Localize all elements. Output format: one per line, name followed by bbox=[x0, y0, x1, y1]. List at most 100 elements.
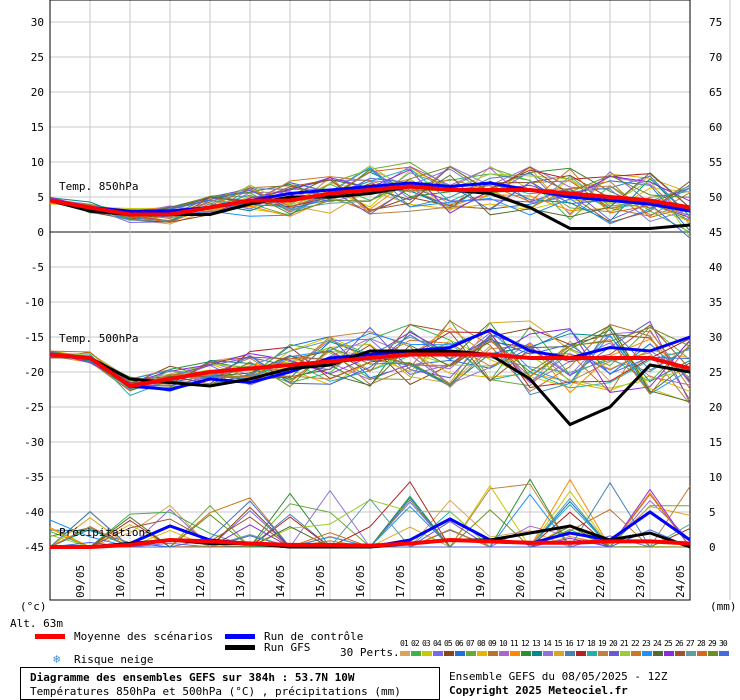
member-swatch bbox=[697, 651, 707, 656]
series-t850-line bbox=[49, 184, 691, 217]
member-swatch bbox=[642, 651, 652, 656]
member-t850-line bbox=[49, 178, 691, 223]
left-unit-label: (°c) bbox=[20, 600, 47, 613]
series-t850-line bbox=[49, 181, 691, 213]
right-tick-label: 70 bbox=[709, 51, 722, 64]
member-swatch bbox=[466, 651, 476, 656]
member-t850-line bbox=[49, 167, 691, 225]
member-number: 29 bbox=[708, 639, 717, 648]
member-number: 14 bbox=[543, 639, 552, 648]
left-tick-label: -30 bbox=[24, 436, 44, 449]
member-precip-line bbox=[50, 480, 690, 548]
member-number: 10 bbox=[499, 639, 508, 648]
member-number: 04 bbox=[433, 639, 442, 648]
right-tick-label: 75 bbox=[709, 16, 722, 29]
t500-annotation: Temp. 500hPa bbox=[59, 332, 138, 345]
left-tick-label: 20 bbox=[31, 86, 44, 99]
series-t500-line bbox=[49, 328, 691, 392]
member-number: 09 bbox=[488, 639, 497, 648]
right-tick-label: 50 bbox=[709, 191, 722, 204]
member-swatch bbox=[609, 651, 619, 656]
member-number: 01 bbox=[400, 639, 409, 648]
x-tick-label: 13/05 bbox=[234, 565, 247, 598]
member-t500-line bbox=[49, 331, 691, 405]
member-number: 06 bbox=[455, 639, 464, 648]
member-number: 21 bbox=[620, 639, 629, 648]
member-number: 19 bbox=[598, 639, 607, 648]
perts-label: 30 Perts. bbox=[340, 646, 400, 659]
left-tick-label: -45 bbox=[24, 541, 44, 554]
x-tick-label: 12/05 bbox=[194, 565, 207, 598]
member-swatch bbox=[510, 651, 520, 656]
member-swatch bbox=[543, 651, 553, 656]
precip-annotation: Précipitations bbox=[59, 526, 152, 539]
member-swatch bbox=[565, 651, 575, 656]
member-swatch bbox=[675, 651, 685, 656]
member-swatch bbox=[400, 651, 410, 656]
member-number: 20 bbox=[609, 639, 618, 648]
member-number: 22 bbox=[631, 639, 640, 648]
member-number: 05 bbox=[444, 639, 453, 648]
member-swatch bbox=[488, 651, 498, 656]
right-tick-label: 30 bbox=[709, 331, 722, 344]
member-t850-line bbox=[49, 166, 691, 224]
member-swatch bbox=[576, 651, 586, 656]
right-tick-label: 60 bbox=[709, 121, 722, 134]
right-unit-label: (mm) bbox=[710, 600, 737, 613]
member-swatch bbox=[620, 651, 630, 656]
snowflake-icon: ❄ bbox=[53, 652, 61, 666]
member-swatch bbox=[532, 651, 542, 656]
member-number: 28 bbox=[697, 639, 706, 648]
left-tick-label: 25 bbox=[31, 51, 44, 64]
member-number: 23 bbox=[642, 639, 651, 648]
right-tick-label: 65 bbox=[709, 86, 722, 99]
member-number: 02 bbox=[411, 639, 420, 648]
main-series bbox=[49, 181, 691, 549]
member-number: 27 bbox=[686, 639, 695, 648]
member-swatch bbox=[664, 651, 674, 656]
member-swatch bbox=[433, 651, 443, 656]
left-tick-label: -25 bbox=[24, 401, 44, 414]
right-tick-label: 45 bbox=[709, 226, 722, 239]
left-tick-label: 30 bbox=[31, 16, 44, 29]
altitude-label: Alt. 63m bbox=[10, 617, 63, 630]
member-swatch bbox=[554, 651, 564, 656]
right-tick-label: 5 bbox=[709, 506, 716, 519]
member-swatch bbox=[631, 651, 641, 656]
member-swatch bbox=[477, 651, 487, 656]
member-swatch bbox=[499, 651, 509, 656]
right-tick-label: 10 bbox=[709, 471, 722, 484]
x-tick-label: 15/05 bbox=[314, 565, 327, 598]
copyright: Copyright 2025 Meteociel.fr bbox=[449, 684, 628, 697]
snow-legend-label: Risque neige bbox=[74, 653, 154, 666]
t850-annotation: Temp. 850hPa bbox=[59, 180, 138, 193]
series-precip-line bbox=[50, 537, 691, 549]
member-number: 25 bbox=[664, 639, 673, 648]
member-number: 07 bbox=[466, 639, 475, 648]
plot-frame bbox=[49, 0, 691, 601]
member-swatch bbox=[653, 651, 663, 656]
right-tick-label: 55 bbox=[709, 156, 722, 169]
member-number: 08 bbox=[477, 639, 486, 648]
x-tick-label: 17/05 bbox=[394, 565, 407, 598]
member-swatch bbox=[708, 651, 718, 656]
chart-subtitle: Températures 850hPa et 500hPa (°C) , pré… bbox=[30, 685, 401, 698]
x-tick-label: 18/05 bbox=[434, 565, 447, 598]
member-number: 17 bbox=[576, 639, 585, 648]
left-tick-label: 5 bbox=[37, 191, 44, 204]
x-tick-label: 22/05 bbox=[594, 565, 607, 598]
member-t850-line bbox=[49, 166, 691, 223]
left-tick-label: 15 bbox=[31, 121, 44, 134]
member-swatch bbox=[587, 651, 597, 656]
series-t500-line bbox=[49, 352, 691, 389]
member-number: 24 bbox=[653, 639, 662, 648]
right-tick-label: 25 bbox=[709, 366, 722, 379]
left-tick-label: -10 bbox=[24, 296, 44, 309]
right-tick-label: 20 bbox=[709, 401, 722, 414]
x-tick-label: 11/05 bbox=[154, 565, 167, 598]
x-tick-label: 21/05 bbox=[554, 565, 567, 598]
x-tick-label: 23/05 bbox=[634, 565, 647, 598]
gfs-legend-label: Run GFS bbox=[264, 641, 311, 654]
control-legend-label: Run de contrôle bbox=[264, 630, 364, 643]
